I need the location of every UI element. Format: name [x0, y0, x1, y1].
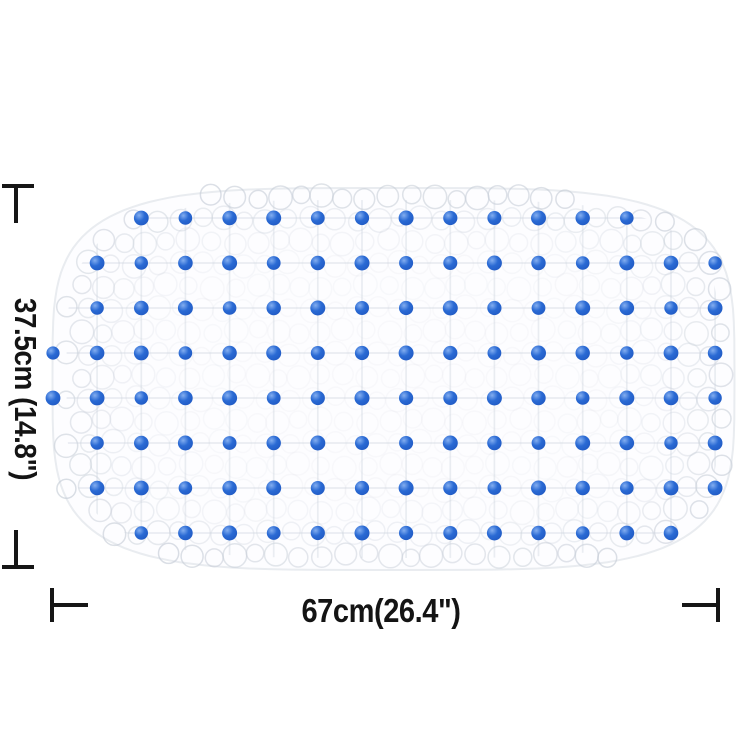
width-dimension-label: 67cm(26.4")	[301, 592, 461, 629]
width-dimension-left-stub	[50, 603, 88, 607]
height-dimension-top-stem	[14, 184, 18, 223]
height-dimension-label: 37.5cm (14.8")	[8, 297, 43, 481]
width-dimension-right-stub	[682, 603, 720, 607]
height-dimension-bottom-cap	[2, 565, 34, 569]
height-dimension-top-cap	[2, 184, 34, 188]
height-dimension-bottom-stem	[14, 530, 18, 569]
